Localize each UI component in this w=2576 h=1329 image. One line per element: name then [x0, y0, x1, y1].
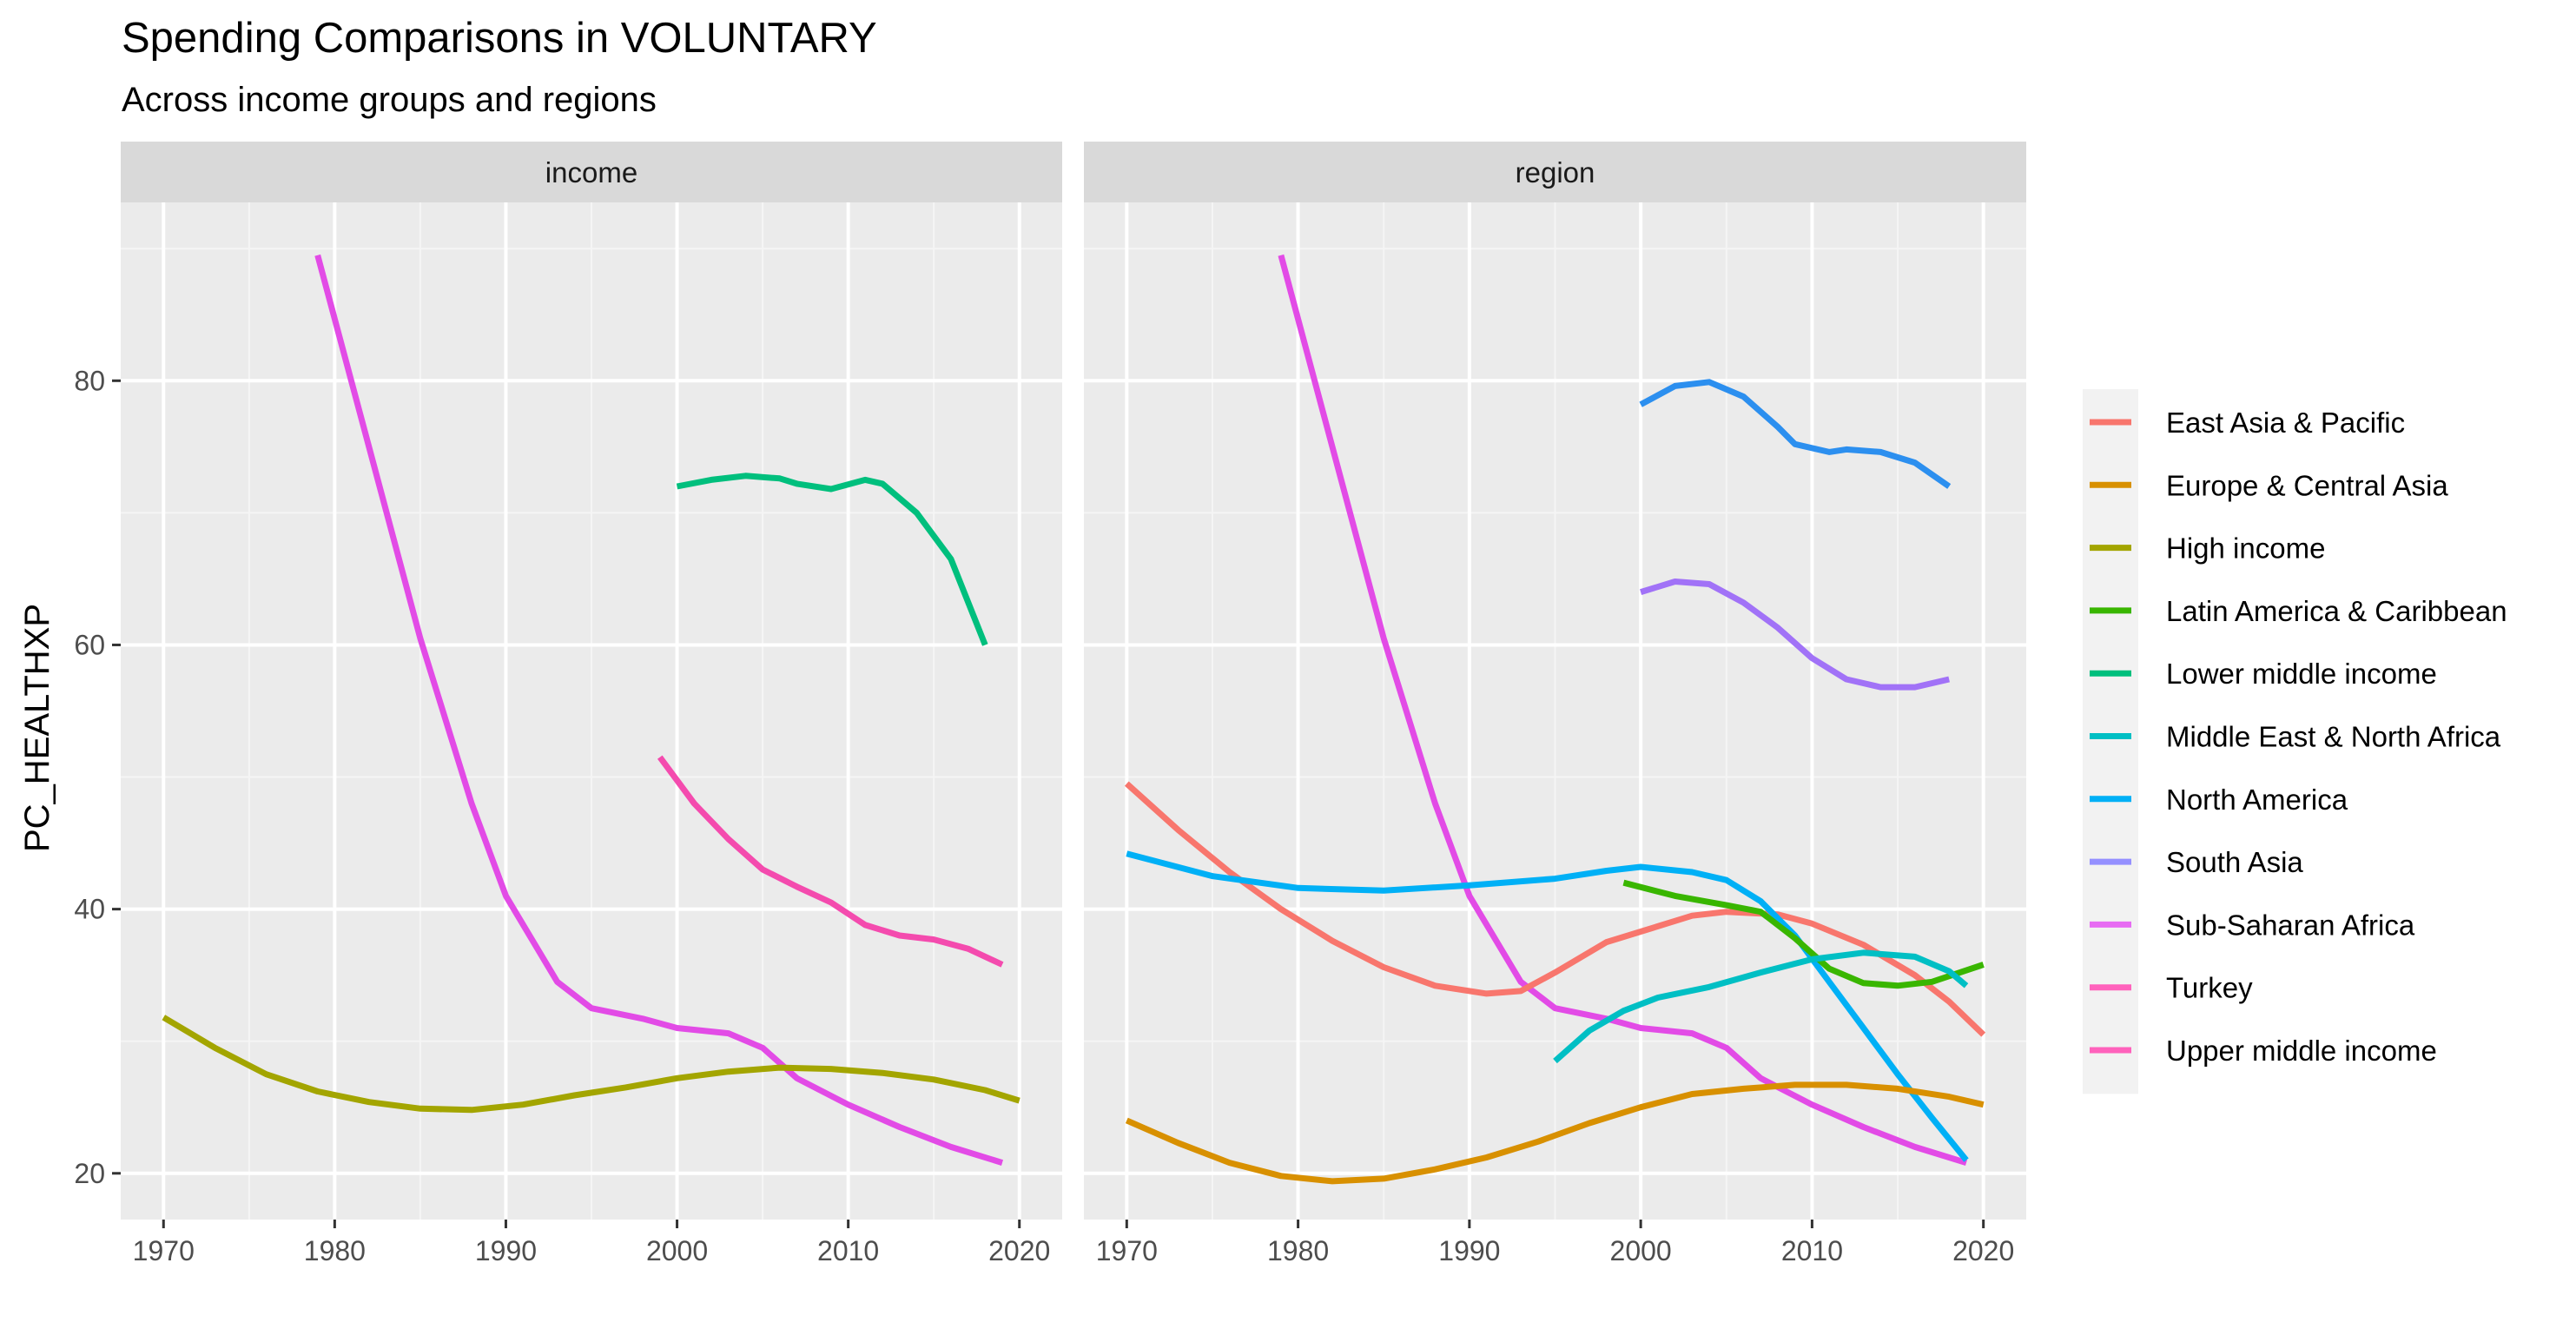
x-tick-label: 2010 — [1781, 1235, 1843, 1266]
legend-entry-label: Europe & Central Asia — [2166, 469, 2448, 501]
facet-strip — [121, 142, 1062, 202]
chart-subtitle: Across income groups and regions — [122, 81, 657, 119]
series-line-south-asia — [1639, 379, 1952, 489]
series-line-middle-east-north-africa — [1553, 949, 1969, 1064]
series-line-europe-central-asia — [1125, 1081, 1985, 1185]
facet-strip-label: income — [545, 156, 637, 188]
legend-entry-label: High income — [2166, 532, 2325, 565]
series-line-turkey — [314, 254, 1004, 1166]
series-line-north-america — [1126, 850, 1969, 1162]
series-line-lower-middle-income — [676, 473, 988, 646]
series-line-high-income — [162, 1015, 1020, 1114]
series-line-upper-middle-income — [657, 755, 1004, 968]
x-tick-label: 1970 — [133, 1235, 195, 1266]
legend-entry-label: Turkey — [2166, 972, 2253, 1004]
x-tick-label: 2020 — [1952, 1235, 2014, 1266]
legend-entry-label: North America — [2166, 784, 2348, 816]
x-tick-label: 1980 — [1267, 1235, 1329, 1266]
legend-entry-label: East Asia & Pacific — [2166, 407, 2405, 439]
x-tick-label: 1980 — [304, 1235, 366, 1266]
series-line-latin-america-caribbean — [1622, 879, 1985, 989]
x-tick-label: 1970 — [1096, 1235, 1158, 1266]
legend: East Asia & Pacific Europe & Central Asia… — [2083, 389, 2507, 1094]
legend-entry-label: Latin America & Caribbean — [2166, 595, 2507, 627]
x-tick-label: 2010 — [817, 1235, 879, 1266]
series-line-sub-saharan-africa — [1640, 579, 1950, 691]
x-tick-label: 2000 — [1610, 1235, 1672, 1266]
x-tick-label: 2000 — [646, 1235, 708, 1266]
legend-entry-label: Lower middle income — [2166, 658, 2437, 690]
x-tick-label: 1990 — [475, 1235, 537, 1266]
y-tick-label: 60 — [74, 629, 105, 660]
legend-key-background — [2083, 389, 2138, 1094]
facet-strip-label: region — [1516, 156, 1595, 188]
y-tick-label: 80 — [74, 365, 105, 396]
legend-entry-label: Sub-Saharan Africa — [2166, 909, 2415, 941]
y-axis-label: PC_HEALTHXP — [18, 604, 56, 852]
chart-title: Spending Comparisons in VOLUNTARY — [122, 15, 877, 62]
facet-strip — [1084, 142, 2026, 202]
series-line-east-asia-pacific — [1124, 781, 1986, 1037]
legend-entry-label: Middle East & North Africa — [2166, 721, 2501, 753]
x-tick-label: 1990 — [1438, 1235, 1500, 1266]
y-tick-label: 20 — [74, 1158, 105, 1189]
legend-entry-label: South Asia — [2166, 846, 2303, 878]
y-tick-label: 40 — [74, 894, 105, 925]
legend-entry-label: Upper middle income — [2166, 1035, 2437, 1067]
facet-panel-region: region 1970 1980 1990 2000 2010 2020 — [1084, 142, 2026, 1266]
series-line-turkey — [1278, 254, 1968, 1166]
x-tick-label: 2020 — [988, 1235, 1050, 1266]
